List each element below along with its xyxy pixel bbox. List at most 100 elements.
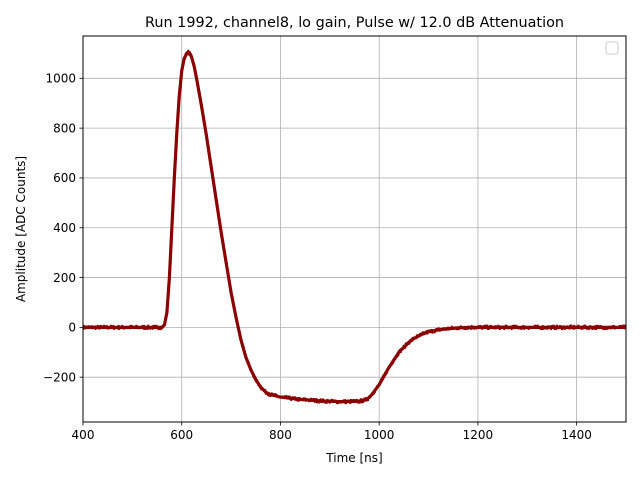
data-point (568, 327, 571, 330)
data-point (309, 399, 312, 403)
y-tick-label: 600 (53, 171, 76, 185)
data-point (213, 189, 217, 192)
data-point (229, 290, 233, 293)
data-point (172, 198, 175, 201)
x-tick-label: 400 (72, 428, 95, 442)
data-point (166, 292, 170, 295)
data-point (117, 324, 120, 328)
data-point (426, 332, 429, 335)
axis-ticks: 400 600 800 1000 1200 1400 −200 0 200 400 600 800 10… (43, 72, 592, 442)
data-point (541, 324, 545, 328)
data-point (349, 401, 352, 405)
data-point (178, 86, 182, 90)
data-point (236, 322, 239, 326)
data-point (214, 195, 217, 198)
data-point (225, 265, 228, 268)
data-point (176, 117, 179, 121)
data-point (510, 327, 513, 331)
chart-title: Run 1992, channel8, lo gain, Pulse w/ 12… (145, 15, 564, 31)
data-point (211, 174, 214, 178)
data-point (94, 327, 97, 331)
data-point (221, 236, 224, 240)
data-point (318, 401, 321, 404)
data-point (572, 324, 576, 328)
data-point (373, 390, 376, 394)
data-point (192, 62, 195, 65)
data-point (577, 324, 580, 327)
data-point (612, 324, 616, 328)
data-point (263, 388, 267, 392)
data-point (238, 332, 241, 335)
data-point (403, 346, 407, 349)
data-point (399, 350, 402, 354)
data-point (243, 354, 247, 358)
data-point (201, 109, 204, 112)
data-point (288, 395, 291, 398)
data-point (549, 327, 553, 331)
data-point (207, 149, 211, 152)
data-point (234, 312, 237, 316)
data-point (378, 382, 382, 385)
y-axis-label: Amplitude [ADC Counts] (14, 156, 28, 302)
x-tick-label: 1400 (561, 428, 592, 442)
data-point (103, 324, 106, 328)
data-point (169, 258, 172, 261)
data-point (251, 372, 254, 375)
data-point (297, 399, 300, 402)
data-point (197, 86, 200, 90)
plot-frame (82, 35, 627, 423)
data-point (170, 226, 174, 229)
data-point (228, 283, 231, 287)
data-point (193, 67, 197, 71)
data-point (203, 123, 206, 126)
data-point (181, 66, 184, 69)
data-point (235, 316, 238, 320)
data-point (486, 324, 489, 327)
y-tick-label: 400 (53, 221, 76, 235)
data-point (319, 398, 322, 401)
data-point (230, 293, 234, 296)
data-point (405, 344, 408, 347)
data-point (232, 301, 235, 305)
data-point (497, 324, 500, 327)
data-point (163, 320, 167, 324)
data-point (174, 152, 177, 156)
data-point (227, 278, 231, 281)
data-point (245, 357, 248, 360)
data-point (258, 384, 262, 387)
data-point (488, 326, 491, 330)
data-point (143, 325, 146, 328)
data-point (216, 208, 219, 211)
data-point (168, 271, 171, 274)
data-point (203, 127, 207, 130)
data-point (494, 327, 497, 330)
data-point (327, 399, 331, 402)
data-point (90, 325, 94, 328)
data-point (175, 140, 178, 144)
data-point (224, 259, 228, 262)
y-tick-label: 0 (68, 321, 76, 335)
data-point (229, 285, 232, 289)
y-tick-label: 200 (53, 271, 76, 285)
data-point (221, 243, 225, 247)
data-point (217, 213, 220, 217)
data-point (408, 341, 411, 345)
data-point (498, 327, 502, 331)
data-point (173, 168, 177, 172)
data-point (171, 210, 174, 213)
data-point (202, 118, 205, 121)
data-point (366, 398, 370, 402)
data-point (223, 256, 227, 259)
data-point (218, 223, 222, 226)
data-point (552, 324, 556, 327)
data-point (198, 96, 202, 100)
data-point (503, 327, 506, 331)
legend-box (605, 41, 619, 55)
data-point (520, 327, 523, 331)
data-point (375, 387, 378, 390)
data-point (403, 344, 406, 347)
data-point (206, 140, 209, 143)
data-point (322, 399, 325, 402)
